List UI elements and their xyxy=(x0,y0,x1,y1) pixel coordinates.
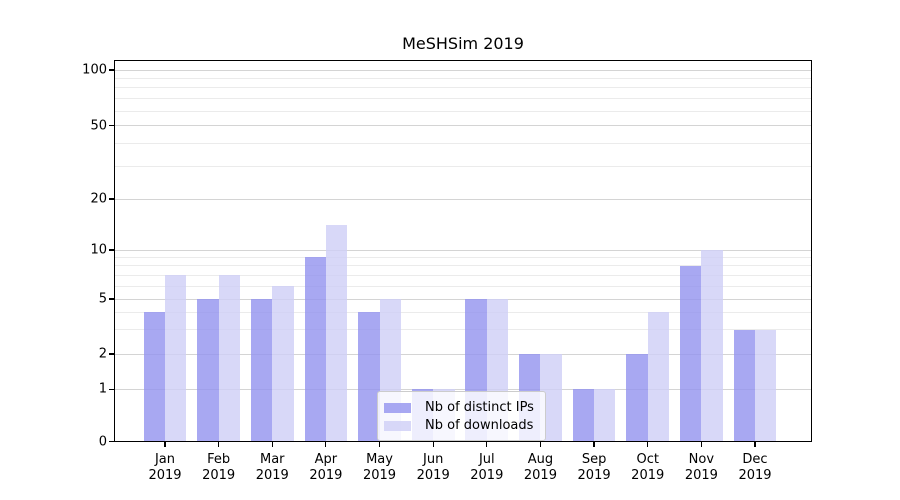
x-axis-tick-label: Feb 2019 xyxy=(202,452,236,483)
x-axis-tick-label: Apr 2019 xyxy=(309,452,343,483)
gridline-minor xyxy=(115,98,811,100)
gridline-minor xyxy=(115,87,811,89)
y-axis-tick-label: 50 xyxy=(90,118,107,134)
bar-downloads xyxy=(272,286,294,442)
gridline-minor xyxy=(115,285,811,287)
bar-downloads xyxy=(701,250,723,442)
gridline-major xyxy=(115,298,811,300)
bar-distinct-ips xyxy=(679,265,702,442)
legend: Nb of distinct IPs Nb of downloads xyxy=(377,391,546,441)
x-axis-tick-mark xyxy=(647,442,649,447)
x-axis-tick-mark xyxy=(593,442,595,447)
bar-downloads xyxy=(218,275,241,442)
legend-item-distinct-ips: Nb of distinct IPs xyxy=(384,399,537,416)
gridline-minor xyxy=(115,274,811,276)
x-axis-tick-mark xyxy=(754,442,756,447)
bar-distinct-ips xyxy=(197,299,219,442)
gridline-minor xyxy=(115,143,811,145)
y-axis-tick-mark xyxy=(109,198,114,200)
gridline-minor xyxy=(115,77,811,79)
chart-title: MeSHSim 2019 xyxy=(402,34,524,53)
x-axis-tick-label: Mar 2019 xyxy=(255,452,289,483)
gridline-minor xyxy=(115,166,811,168)
bar-distinct-ips xyxy=(358,312,380,442)
x-axis-tick-label: Jul 2019 xyxy=(470,452,504,483)
x-axis-tick-label: Sep 2019 xyxy=(577,452,611,483)
y-axis-tick-mark xyxy=(109,69,114,71)
x-axis-tick-label: Dec 2019 xyxy=(738,452,772,483)
bar-distinct-ips xyxy=(733,329,755,442)
x-axis-tick-mark xyxy=(700,442,702,447)
y-axis-tick-label: 5 xyxy=(98,291,107,307)
y-axis-tick-mark xyxy=(109,353,114,355)
gridline-major xyxy=(115,388,811,390)
x-axis-tick-mark xyxy=(378,442,381,447)
legend-label-distinct-ips: Nb of distinct IPs xyxy=(425,400,534,415)
x-axis-tick-mark xyxy=(432,442,434,447)
y-axis-tick-mark xyxy=(109,388,114,390)
y-axis-tick-label: 1 xyxy=(98,381,107,397)
y-axis-tick-label: 2 xyxy=(98,346,107,362)
y-axis-tick-mark xyxy=(109,441,114,443)
gridline-major xyxy=(115,69,811,71)
gridline-minor xyxy=(115,256,811,258)
y-axis-tick-label: 20 xyxy=(90,191,107,207)
x-axis-tick-mark xyxy=(486,442,488,447)
bar-downloads xyxy=(647,312,670,442)
x-axis-tick-label: Oct 2019 xyxy=(631,452,665,483)
y-axis-tick-label: 100 xyxy=(82,62,107,78)
x-axis-tick-label: May 2019 xyxy=(362,452,397,483)
x-axis-tick-mark xyxy=(539,442,542,447)
gridline-major xyxy=(115,353,811,355)
bar-distinct-ips xyxy=(626,354,648,442)
bar-downloads xyxy=(754,329,777,442)
legend-item-downloads: Nb of downloads xyxy=(384,417,537,434)
bar-distinct-ips xyxy=(572,389,595,442)
gridline-minor xyxy=(115,265,811,267)
gridline-major xyxy=(115,249,811,251)
x-axis-tick-label: Jun 2019 xyxy=(416,452,450,483)
bar-distinct-ips xyxy=(143,312,165,442)
x-axis-tick-mark xyxy=(271,442,273,447)
gridline-minor xyxy=(115,110,811,112)
x-axis-tick-mark xyxy=(325,442,327,447)
x-axis-tick-label: Jan 2019 xyxy=(148,452,182,483)
legend-swatch-downloads xyxy=(384,420,411,431)
x-axis-tick-label: Nov 2019 xyxy=(684,452,718,483)
y-axis-tick-mark xyxy=(109,249,114,251)
x-axis-tick-mark xyxy=(218,442,220,447)
bar-downloads xyxy=(165,275,187,442)
x-axis-tick-mark xyxy=(164,442,166,447)
bar-distinct-ips xyxy=(250,299,273,442)
y-axis-tick-label: 10 xyxy=(90,242,107,258)
gridline-minor xyxy=(115,311,811,313)
gridline-major xyxy=(115,198,811,200)
legend-label-downloads: Nb of downloads xyxy=(425,418,534,433)
legend-swatch-distinct-ips xyxy=(384,402,411,413)
y-axis-tick-mark xyxy=(109,125,114,127)
gridline-minor xyxy=(115,329,811,331)
bar-distinct-ips xyxy=(304,257,326,442)
y-axis-tick-mark xyxy=(109,298,114,300)
x-axis-tick-label: Aug 2019 xyxy=(523,452,557,483)
gridline-major xyxy=(115,125,811,127)
y-axis-tick-label: 0 xyxy=(98,434,107,450)
bar-downloads xyxy=(594,389,616,442)
bar-downloads xyxy=(325,225,348,442)
